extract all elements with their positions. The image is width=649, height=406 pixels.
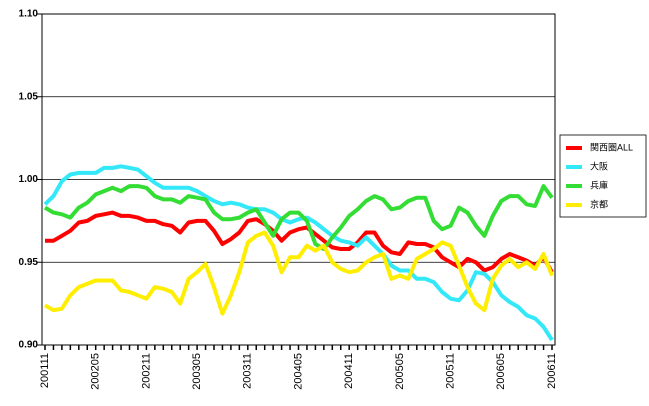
- legend-label: 兵庫: [590, 179, 608, 190]
- x-tick-label: 200405: [292, 353, 304, 390]
- x-tick-label: 200605: [495, 353, 507, 390]
- x-tick-label: 200305: [191, 353, 203, 390]
- x-tick-label: 200311: [242, 353, 254, 389]
- x-tick-label: 200611: [546, 353, 558, 389]
- y-tick-label: 1.10: [19, 9, 39, 20]
- series-line: [45, 210, 554, 274]
- x-tick-label: 200505: [394, 353, 406, 390]
- legend-label: 関西圏ALL: [590, 142, 633, 152]
- legend-label: 京都: [590, 198, 608, 209]
- y-tick-label: 0.95: [19, 257, 39, 268]
- y-tick-label: 1.00: [19, 174, 39, 185]
- series-line: [43, 184, 554, 251]
- y-tick-label: 1.05: [19, 91, 39, 102]
- legend-label: 大阪: [590, 160, 608, 171]
- x-tick-label: 200111: [39, 353, 51, 388]
- y-tick-label: 0.90: [19, 340, 39, 351]
- x-tick-label: 200411: [343, 353, 355, 389]
- series-line: [44, 230, 554, 316]
- x-tick-label: 200211: [140, 353, 152, 389]
- x-tick-label: 200205: [90, 353, 102, 390]
- x-tick-label: 200511: [445, 353, 457, 389]
